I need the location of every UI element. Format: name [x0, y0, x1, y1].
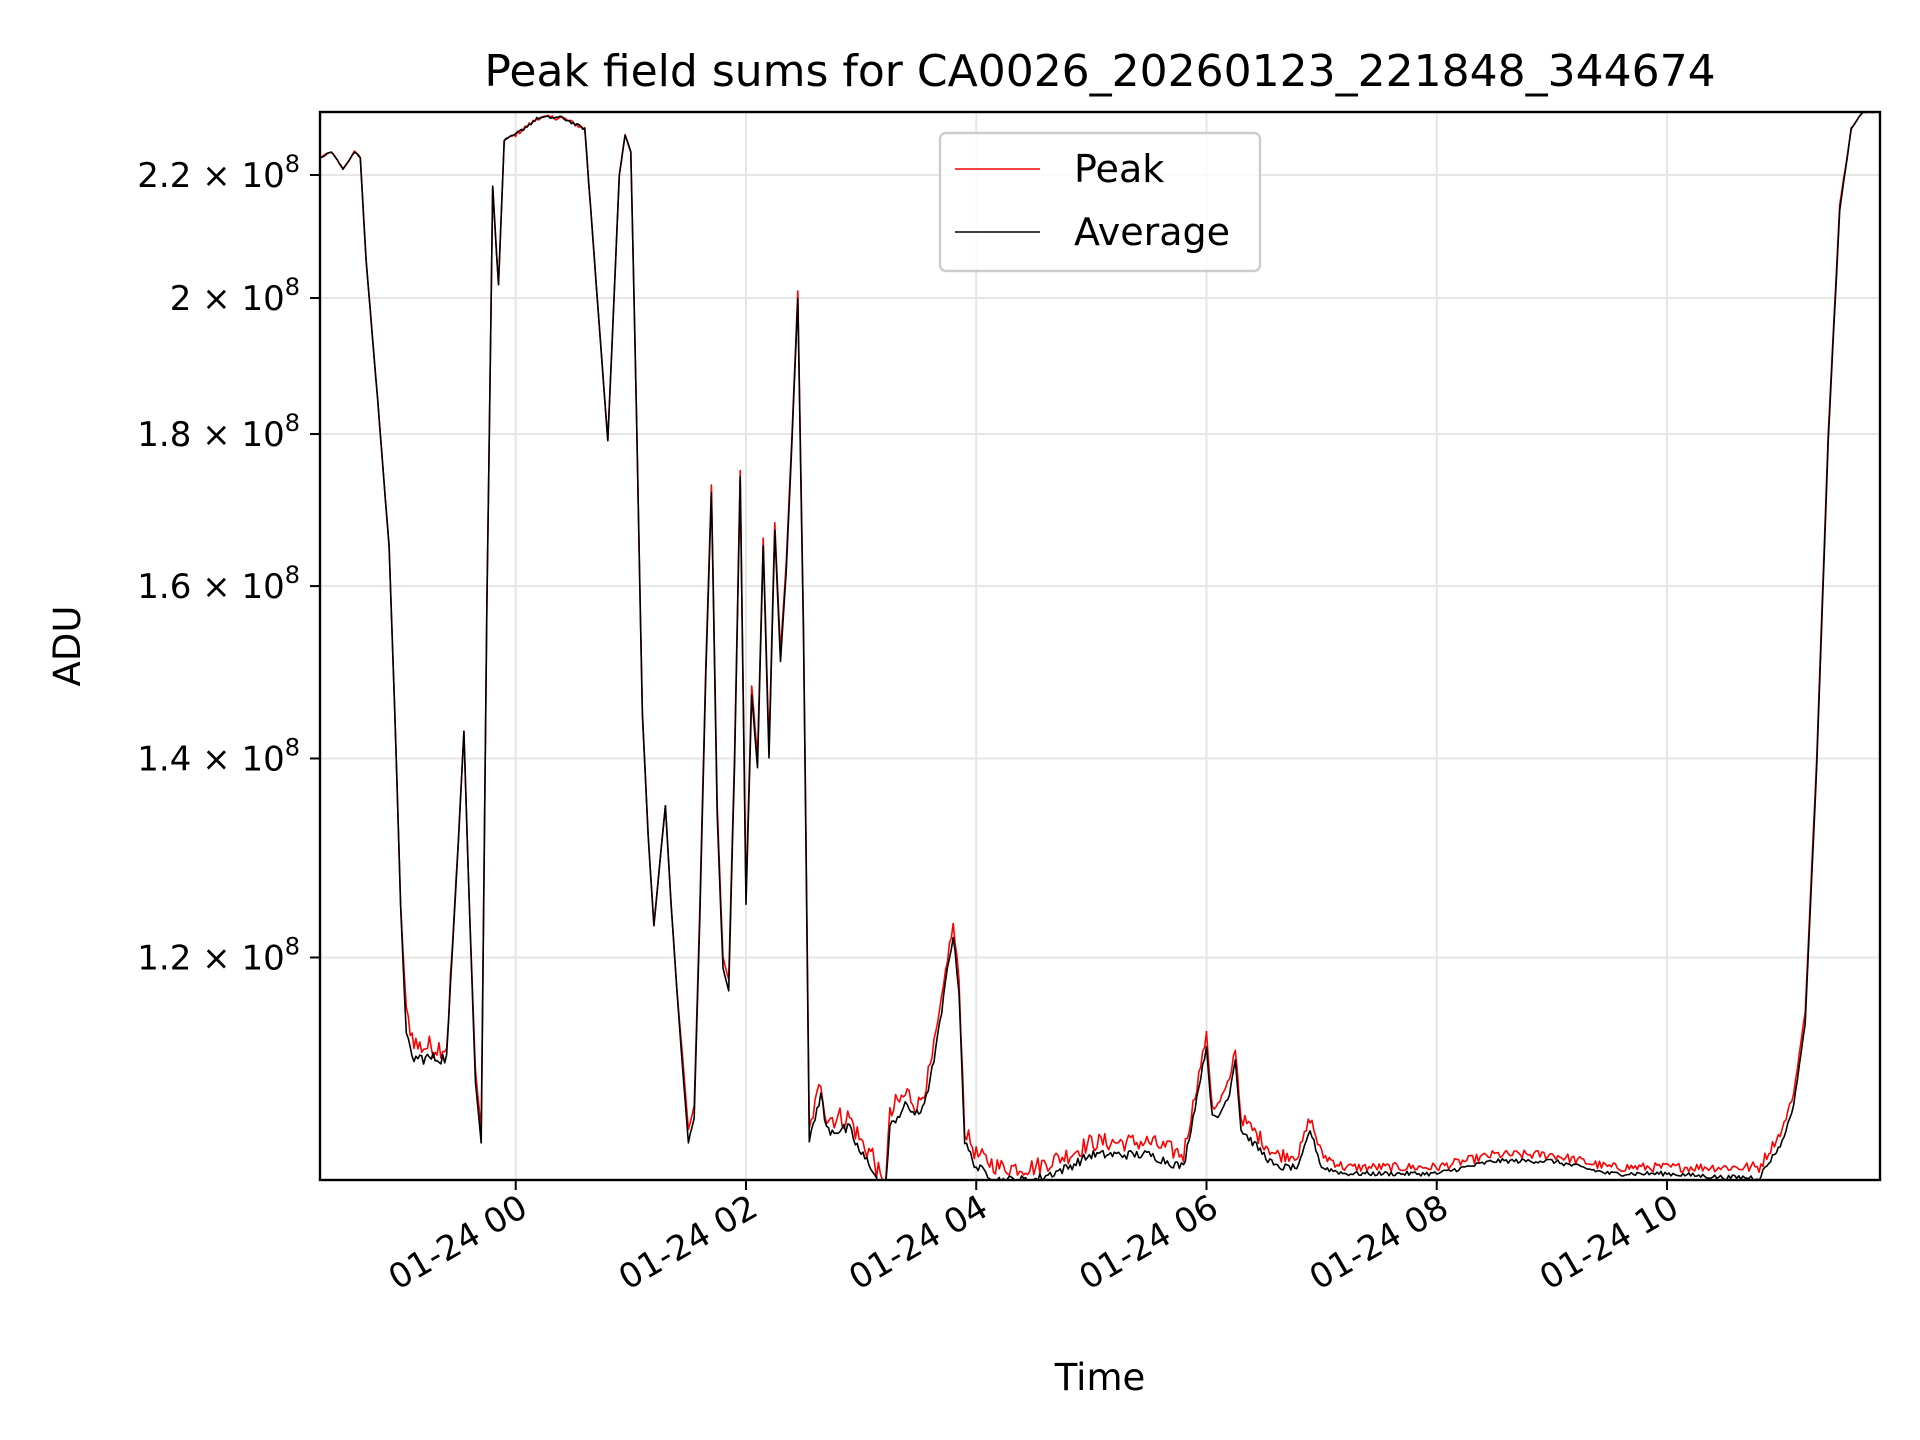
y-tick-label-0: 1.2 × 108: [137, 932, 300, 978]
grid: [320, 112, 1880, 1180]
x-axis-label: Time: [1054, 1356, 1146, 1399]
y-tick-label-3: 1.8 × 108: [137, 409, 300, 455]
series-group: [320, 112, 1880, 1180]
legend-box: [938, 131, 1262, 273]
y-tick-label-1: 1.4 × 108: [137, 733, 300, 779]
legend: Peak Average: [938, 131, 1262, 273]
chart-title: Peak field sums for CA0026_20260123_2218…: [484, 46, 1715, 97]
y-tick-label-2: 1.6 × 108: [137, 561, 300, 607]
y-tick-label-5: 2.2 × 108: [137, 150, 300, 196]
legend-label-average: Average: [1074, 210, 1230, 254]
y-tick-label-4: 2 × 108: [170, 273, 300, 319]
series-line-average: [320, 112, 1880, 1180]
plot-frame: [318, 110, 1882, 1182]
legend-label-peak: Peak: [1074, 147, 1164, 191]
y-axis-label: ADU: [46, 606, 89, 687]
